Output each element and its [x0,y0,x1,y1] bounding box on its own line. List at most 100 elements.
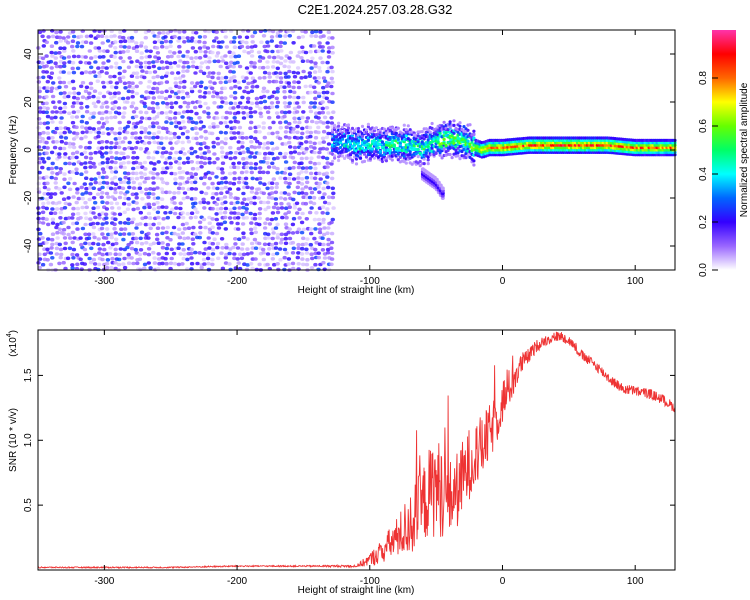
spectrogram-cell [41,130,46,135]
spectrogram-cell [312,236,317,241]
spectrogram-cell [290,261,296,266]
spectrogram-cell [87,242,92,246]
spectrogram-cell [83,89,89,94]
spectrogram-cell [172,201,177,205]
spectrogram-cell [125,155,131,159]
spectrogram-cell [261,125,266,130]
spectrogram-cell [188,171,194,176]
spectrogram-cell [304,175,310,180]
spectrogram-cell [350,126,355,130]
spectrogram-cell [198,49,203,54]
spectrogram-cell [452,123,456,127]
spectrogram-cell [211,125,217,129]
spectrogram-cell [299,252,305,256]
spectrogram-cell [126,160,131,165]
spectrogram-cell [300,242,305,247]
spectrogram-cell [71,255,76,260]
spectrogram-cell [113,100,118,104]
spectrogram-cell [154,46,160,50]
spectrogram-cell [146,176,151,181]
spectrogram-cell [202,141,207,145]
spectrogram-cell [466,139,470,143]
spectrogram-cell [138,110,143,114]
y-tick-label: 1.5 [23,368,34,382]
spectrogram-cell [44,95,49,99]
spectrogram-cell [83,55,88,59]
spectrogram-cell [450,134,454,138]
spectrogram-cell [220,170,225,175]
spectrogram-cell [271,147,276,151]
spectrogram-cell [228,111,233,115]
spectrogram-cell [278,80,284,84]
spectrogram-cell [61,220,66,225]
spectrogram-cell [436,180,441,185]
spectrogram-cell [420,140,424,144]
spectrogram-cell [335,149,339,153]
spectrogram-cell [116,91,121,95]
spectrogram-cell [333,154,337,158]
spectrogram-cell [142,104,148,109]
spectrogram-cell [215,94,220,99]
spectrogram-cell [337,124,341,128]
spectrogram-cell [249,262,254,266]
spectrogram-cell [116,106,122,110]
spectrogram-cell [214,36,219,40]
spectrogram-cell [262,142,267,146]
spectrogram-cell [151,86,156,91]
snr-scale-factor: (x104) [6,330,19,357]
snr-y-ticks: 0.51.01.5 [23,368,675,512]
spectrogram-cell [304,191,309,196]
spectrogram-cell [320,236,325,240]
spectrogram-cell [146,231,151,236]
spectrogram-cell [297,120,302,125]
spectrogram-cell [130,135,135,140]
spectrogram-cell [67,80,72,85]
spectrogram-cell [301,110,306,114]
spectrogram-cell [292,190,297,195]
spectrogram-cell [229,211,234,215]
spectrogram-cell [212,237,217,241]
spectrogram-cell [279,237,285,242]
spectrogram-cell [214,30,219,34]
spectrogram-cell [134,160,139,165]
spectrogram-cell [114,65,119,70]
spectrogram-cell [308,105,313,110]
spectrogram-cell [66,225,71,230]
spectrogram-cell [45,79,50,84]
spectrogram-cell [84,170,89,174]
spectrogram-cell [265,262,270,267]
spectrogram-cell [40,165,45,170]
spectrogram-cell [155,186,160,190]
spectrogram-cell [163,96,169,101]
spectrogram-cell [160,66,166,70]
spectrogram-cell [314,240,319,245]
spectrogram-cell [249,140,254,144]
spectrogram-cell [143,126,148,131]
spectrogram-cell [160,261,165,266]
spectrogram-cell [176,54,181,59]
spectrogram-cell [434,177,439,182]
spectrogram-cell [291,246,296,251]
spectrogram-cell [249,241,255,246]
spectrogram-cell [66,196,71,200]
spectrogram-cell [71,162,77,166]
spectrogram-cell [180,211,185,215]
spectrogram-cell [325,211,330,216]
spectrogram-cell [236,104,241,109]
spectrogram-cell [257,130,262,134]
spectrogram-cell [273,246,279,250]
spectrogram-cell [185,171,190,175]
spectrogram-cell [313,251,318,256]
spectrogram-cell [93,150,98,155]
spectrogram-cell [292,80,297,84]
spectrogram-cell [223,155,229,159]
spectrogram-cell [346,131,351,135]
spectrogram-cell [168,86,173,91]
spectrogram-cell [252,216,258,221]
spectrogram-cell [79,44,85,49]
spectrogram-cell [219,180,224,185]
spectrogram-cell [54,64,60,69]
spectrogram-cell [97,91,103,96]
spectrogram-cell [104,216,109,220]
spectrogram-cell [228,120,233,124]
